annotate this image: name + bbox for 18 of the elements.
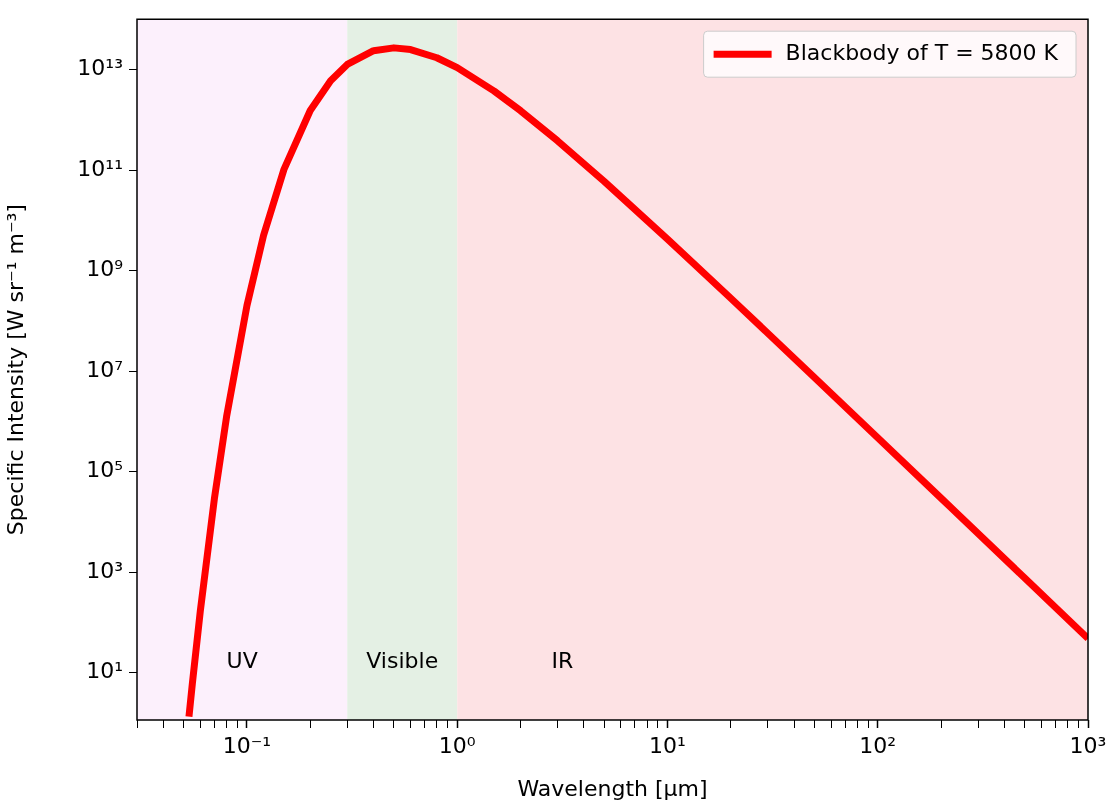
x-tick-label: 10¹ (649, 732, 686, 758)
band-label: Visible (366, 648, 439, 674)
x-tick-label: 10⁻¹ (222, 732, 272, 758)
y-tick-label: 10¹ (86, 658, 123, 684)
x-tick-label: 10⁰ (438, 732, 476, 758)
y-tick-label: 10¹¹ (77, 155, 123, 181)
x-axis-title: Wavelength [μm] (517, 775, 708, 801)
band-label: UV (226, 648, 258, 674)
y-tick-label: 10³ (86, 557, 123, 583)
y-tick-label: 10⁵ (86, 457, 123, 483)
band-label: IR (551, 648, 574, 674)
y-axis-title: Specific Intensity [W sr⁻¹ m⁻³] (2, 204, 28, 536)
x-tick-label: 10² (859, 732, 897, 758)
y-tick-label: 10⁷ (86, 356, 123, 382)
y-tick-label: 10⁹ (86, 256, 123, 282)
legend-label: Blackbody of T = 5800 K (785, 39, 1059, 65)
y-tick-label: 10¹³ (77, 55, 123, 81)
x-tick-label: 10³ (1069, 732, 1107, 758)
